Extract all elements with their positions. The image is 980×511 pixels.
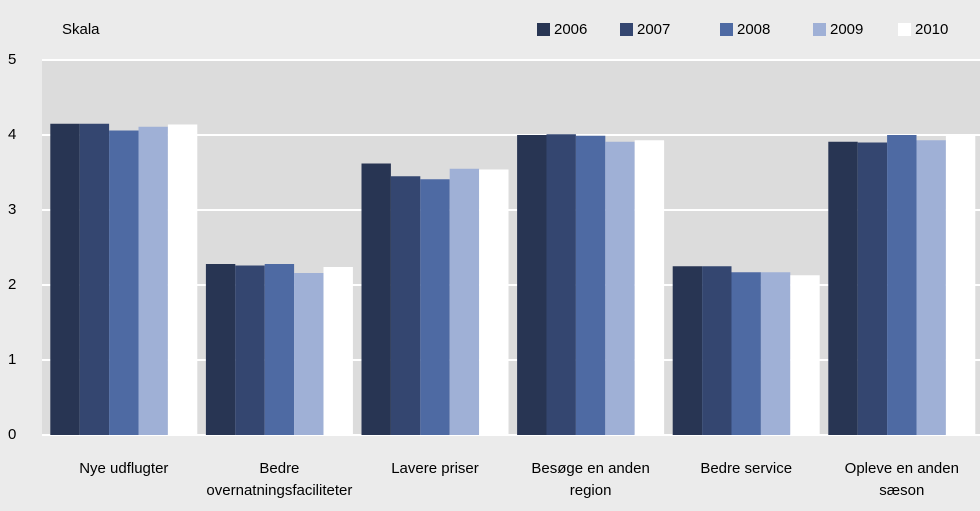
legend-swatch (813, 23, 826, 36)
y-tick-label: 1 (8, 351, 16, 368)
legend-swatch (720, 23, 733, 36)
x-tick-label: Nye udflugter (79, 460, 169, 477)
y-tick-label: 3 (8, 201, 16, 218)
bar (479, 169, 509, 435)
bar (790, 275, 820, 435)
bar (575, 135, 606, 435)
x-tick-label: Bedre overnatningsfaciliteter (206, 460, 353, 499)
bar (634, 140, 665, 435)
legend-label: 2007 (637, 21, 670, 38)
bar (857, 142, 888, 435)
bar (420, 179, 450, 435)
bar (449, 168, 480, 435)
legend-label: 2008 (737, 21, 770, 38)
bar (546, 134, 576, 435)
legend-swatch (620, 23, 633, 36)
bar (264, 264, 295, 435)
bar (605, 141, 635, 435)
legend-label: 2010 (915, 21, 948, 38)
bar (138, 126, 168, 435)
bar (109, 130, 139, 435)
bar (323, 267, 353, 435)
legend-swatch (898, 23, 911, 36)
y-tick-label: 5 (8, 51, 16, 68)
bar (887, 135, 917, 435)
plot-area (42, 60, 980, 435)
bar (672, 266, 703, 435)
bar (235, 265, 265, 435)
bar (390, 176, 421, 435)
legend-label: 2009 (830, 21, 863, 38)
bar (945, 135, 976, 435)
bar (517, 135, 547, 435)
bar (731, 272, 761, 435)
bar (167, 124, 198, 435)
x-tick-label: Opleve en anden sæson (844, 460, 959, 499)
bar (79, 123, 110, 435)
x-tick-label: Bedre service (700, 460, 793, 477)
bar (702, 266, 732, 435)
y-tick-label: 2 (8, 276, 16, 293)
bar (361, 163, 391, 435)
y-axis-label: Skala (62, 21, 100, 38)
legend-swatch (537, 23, 550, 36)
bar (916, 140, 946, 435)
y-tick-label: 4 (8, 126, 16, 143)
x-tick-label: Besøge en anden region (531, 460, 650, 499)
bar (828, 141, 858, 435)
bar (294, 273, 324, 435)
legend-label: 2006 (554, 21, 587, 38)
y-tick-label: 0 (8, 426, 16, 443)
bar (760, 272, 791, 435)
bar (205, 264, 236, 435)
x-tick-label: Lavere priser (391, 460, 479, 477)
bar (50, 123, 80, 435)
